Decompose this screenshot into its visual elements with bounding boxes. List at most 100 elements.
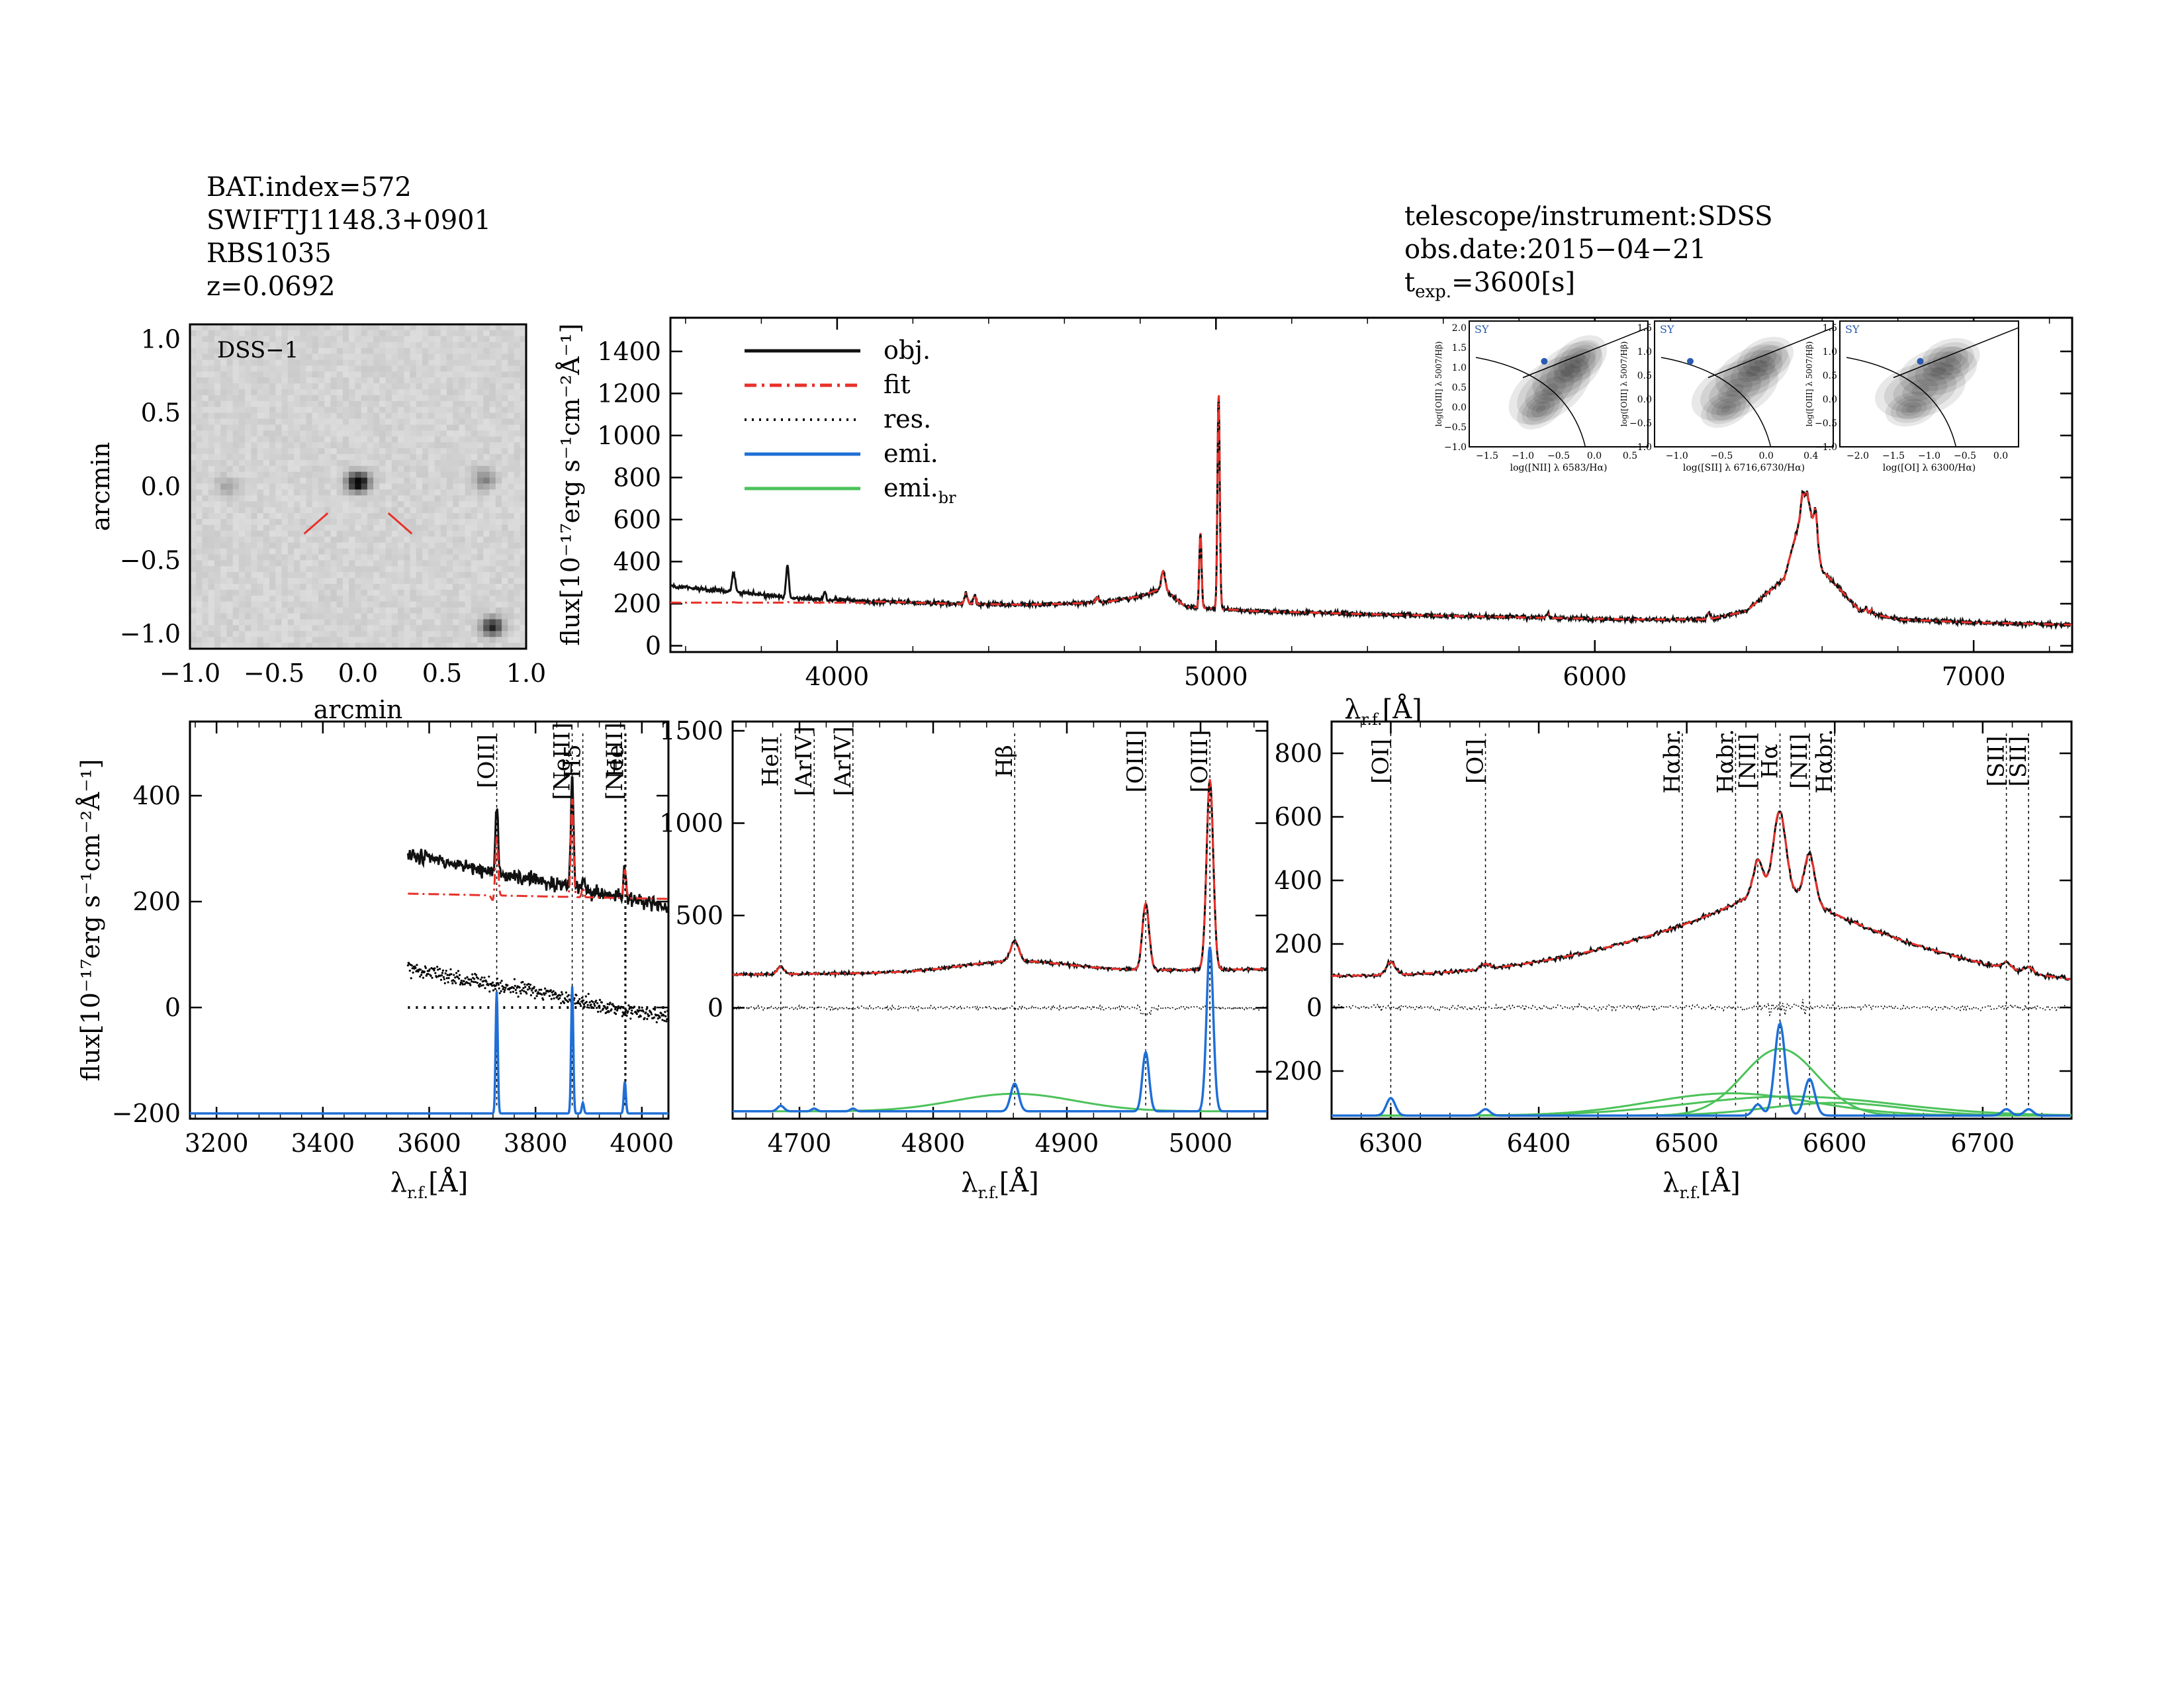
image-pixel bbox=[238, 365, 246, 372]
image-pixel bbox=[208, 601, 215, 608]
image-pixel bbox=[275, 400, 283, 408]
image-pixel bbox=[367, 454, 374, 461]
bpt-x-tick-label: −0.5 bbox=[1710, 451, 1733, 461]
image-pixel bbox=[453, 554, 459, 561]
image-pixel bbox=[495, 418, 502, 425]
image-pixel bbox=[330, 412, 338, 420]
image-pixel bbox=[330, 483, 338, 490]
image-pixel bbox=[324, 589, 331, 596]
image-pixel bbox=[208, 400, 215, 408]
image-pixel bbox=[202, 442, 209, 449]
image-pixel bbox=[226, 465, 234, 473]
image-pixel bbox=[416, 430, 423, 437]
image-pixel bbox=[410, 430, 417, 437]
residual-point bbox=[616, 1009, 619, 1011]
image-pixel bbox=[373, 625, 380, 632]
image-pixel bbox=[398, 371, 404, 378]
image-pixel bbox=[312, 548, 319, 555]
image-pixel bbox=[190, 418, 197, 425]
image-pixel bbox=[208, 625, 215, 632]
image-pixel bbox=[453, 601, 459, 608]
residual-point bbox=[435, 976, 438, 978]
residual-point bbox=[480, 984, 482, 987]
image-pixel bbox=[477, 536, 484, 543]
image-pixel bbox=[471, 513, 478, 520]
image-pixel bbox=[428, 465, 435, 473]
image-pixel bbox=[361, 389, 368, 396]
image-pixel bbox=[422, 536, 429, 543]
image-pixel bbox=[324, 554, 331, 561]
image-pixel bbox=[281, 483, 289, 490]
image-pixel bbox=[391, 371, 398, 378]
image-pixel bbox=[281, 377, 289, 384]
image-pixel bbox=[306, 489, 313, 496]
image-pixel bbox=[502, 607, 508, 614]
image-pixel bbox=[502, 400, 508, 408]
residual-point bbox=[522, 980, 524, 984]
image-pixel bbox=[238, 442, 246, 449]
image-pixel bbox=[287, 578, 295, 585]
image-pixel bbox=[391, 625, 398, 632]
image-pixel bbox=[489, 471, 496, 479]
image-pixel bbox=[446, 342, 453, 349]
image-pixel bbox=[251, 477, 258, 485]
image-pixel bbox=[379, 365, 387, 372]
image-pixel bbox=[398, 430, 404, 437]
image-pixel bbox=[434, 601, 441, 608]
image-pixel bbox=[483, 548, 490, 555]
image-pixel bbox=[336, 424, 343, 431]
image-pixel bbox=[312, 501, 319, 508]
image-pixel bbox=[379, 454, 387, 461]
image-pixel bbox=[196, 631, 203, 637]
image-pixel bbox=[514, 418, 521, 425]
image-pixel bbox=[300, 560, 307, 567]
residual-point bbox=[439, 968, 441, 970]
image-pixel bbox=[373, 554, 380, 561]
image-pixel bbox=[269, 554, 276, 561]
residual-point bbox=[528, 987, 531, 990]
image-pixel bbox=[281, 471, 289, 479]
image-pixel bbox=[318, 424, 325, 431]
image-pixel bbox=[520, 342, 527, 349]
image-pixel bbox=[404, 471, 411, 479]
image-pixel bbox=[428, 442, 435, 449]
image-pixel bbox=[202, 471, 209, 479]
residual-point bbox=[587, 992, 590, 996]
image-pixel bbox=[379, 336, 387, 343]
image-pixel bbox=[238, 353, 246, 360]
image-pixel bbox=[361, 513, 368, 520]
image-pixel bbox=[220, 589, 227, 596]
image-pixel bbox=[202, 371, 209, 378]
image-pixel bbox=[342, 377, 349, 384]
image-pixel bbox=[404, 424, 411, 431]
image-pixel bbox=[226, 389, 234, 396]
image-pixel bbox=[306, 465, 313, 473]
image-pixel bbox=[489, 601, 496, 608]
image-pixel bbox=[336, 342, 343, 349]
image-pixel bbox=[336, 483, 343, 490]
image-pixel bbox=[220, 578, 227, 585]
residual-point bbox=[487, 984, 490, 986]
image-pixel bbox=[294, 643, 300, 649]
image-pixel bbox=[300, 536, 307, 543]
image-pixel bbox=[312, 359, 319, 366]
image-pixel bbox=[379, 465, 387, 473]
image-pixel bbox=[373, 336, 380, 343]
image-pixel bbox=[453, 578, 459, 585]
residual-point bbox=[578, 998, 581, 1000]
image-pixel bbox=[520, 513, 527, 520]
image-pixel bbox=[275, 643, 283, 649]
image-pixel bbox=[410, 495, 417, 502]
image-pixel bbox=[416, 471, 423, 479]
image-pixel bbox=[391, 448, 398, 455]
image-pixel bbox=[520, 643, 527, 649]
image-pixel bbox=[232, 383, 240, 390]
image-pixel bbox=[202, 336, 209, 343]
image-pixel bbox=[245, 572, 251, 579]
image-pixel bbox=[342, 330, 349, 337]
image-pixel bbox=[404, 619, 411, 626]
bpt-density bbox=[1709, 371, 1761, 409]
image-pixel bbox=[410, 637, 417, 643]
image-pixel bbox=[269, 560, 276, 567]
image-pixel bbox=[465, 342, 472, 349]
